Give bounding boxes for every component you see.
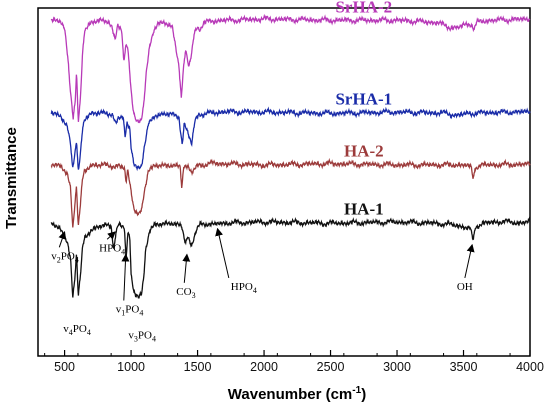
x-axis-title: Wavenumber (cm-1) <box>228 385 366 403</box>
annotation-label-4: v3PO4 <box>128 329 156 343</box>
x-tick-label-3000: 3000 <box>383 360 411 374</box>
annotation-label-6: HPO4 <box>231 281 257 295</box>
annotation-arrow-2 <box>106 231 116 240</box>
annotation-arrow-6 <box>215 227 230 279</box>
y-axis-title: Transmittance <box>3 127 20 229</box>
x-tick-label-1500: 1500 <box>184 360 212 374</box>
annotation-label-2: HPO4 <box>99 242 125 256</box>
annotation-arrow-0 <box>58 230 67 248</box>
x-tick-label-2000: 2000 <box>250 360 278 374</box>
series-line-SrHA-2 <box>50 13 531 124</box>
plot-frame <box>37 7 531 357</box>
annotation-arrow-7 <box>464 243 475 279</box>
series-line-HA-2 <box>50 157 531 228</box>
series-label-SrHA-2: SrHA-2 <box>335 0 392 16</box>
annotation-label-1: v4PO4 <box>63 323 91 337</box>
series-label-HA-1: HA-1 <box>344 199 384 218</box>
x-tick-label-1000: 1000 <box>117 360 145 374</box>
annotation-label-7: OH <box>457 281 473 293</box>
x-axis-title-end: ) <box>361 386 366 403</box>
x-tick-label-500: 500 <box>54 360 75 374</box>
annotation-label-3: v1PO4 <box>116 304 144 318</box>
series-label-SrHA-1: SrHA-1 <box>335 90 392 109</box>
x-tick-label-2500: 2500 <box>317 360 345 374</box>
annotation-arrow-5 <box>182 253 191 283</box>
series-label-HA-2: HA-2 <box>344 141 384 160</box>
annotation-label-5: CO3 <box>176 286 195 300</box>
series-line-SrHA-1 <box>50 106 531 172</box>
x-axis-title-main: Wavenumber (cm <box>228 386 352 403</box>
annotation-label-0: v2PO4 <box>51 250 79 264</box>
x-axis-title-superscript: -1 <box>352 385 361 396</box>
x-tick-label-4000: 4000 <box>516 360 544 374</box>
series-line-HA-1 <box>50 216 531 299</box>
annotation-arrow-3 <box>121 253 130 301</box>
x-tick-label-3500: 3500 <box>450 360 478 374</box>
